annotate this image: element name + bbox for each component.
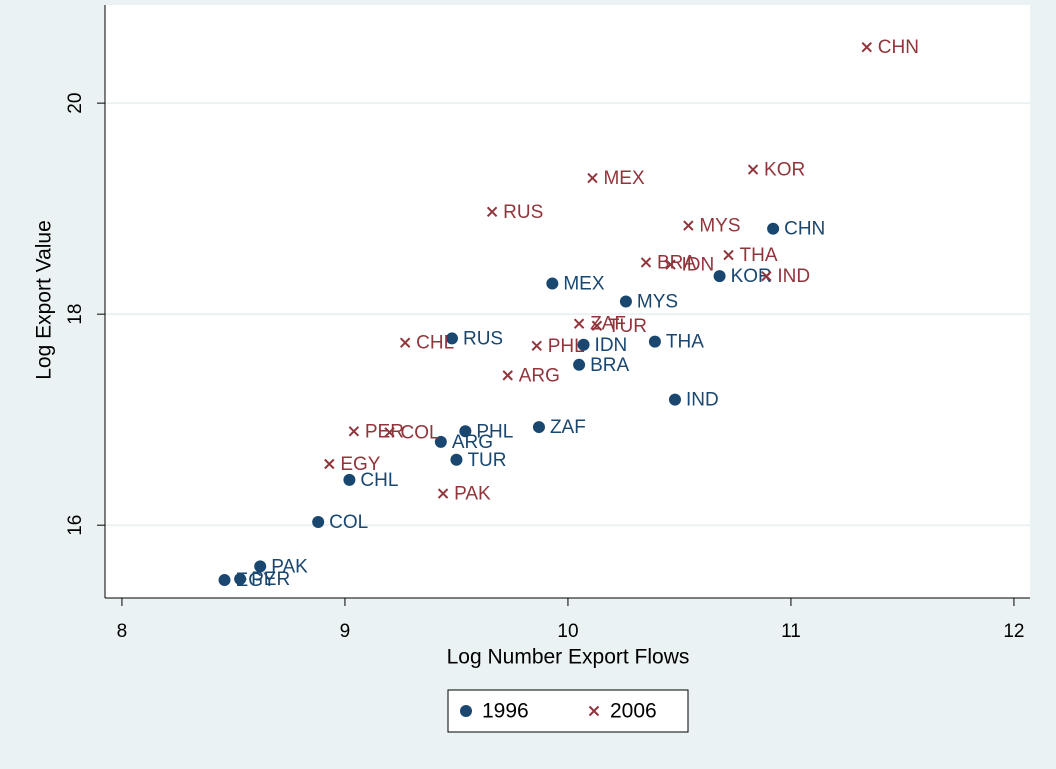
point [348,426,360,437]
point-label: KOR [731,266,772,287]
point [459,425,472,438]
point [312,516,325,529]
legend-label: 1996 [482,700,529,723]
point [648,335,661,348]
point [445,332,458,345]
point-label: PHL [548,336,585,357]
x-tick-label: 11 [781,621,801,642]
point-label: THA [740,245,778,266]
point-label: MEX [603,168,645,189]
point-label: PHL [476,421,513,442]
point-label: PER [251,569,290,590]
point [747,164,759,175]
point-label: EGY [340,454,380,475]
point [531,340,542,352]
legend-marker [460,705,472,717]
point [591,320,603,331]
point-label: ZAF [590,314,626,335]
point [532,421,545,434]
point [587,172,598,184]
x-tick-label: 8 [117,621,128,642]
legend: 1996 2006 [447,689,689,733]
point-label: RUS [503,202,543,223]
point [324,458,335,470]
legend-box [447,689,689,733]
x-tick-label: 10 [557,621,578,642]
point-label: ARG [452,432,493,453]
point [767,222,780,235]
x-tick-label: 12 [1003,621,1024,642]
point [343,473,356,486]
point-label: PAK [271,556,308,577]
y-tick-label: 16 [65,515,86,536]
point-label: COL [401,422,440,443]
point-label: MEX [563,274,605,295]
point-label: MYS [699,216,740,237]
legend-label: 2006 [610,700,657,723]
point [502,370,513,381]
point [450,453,463,466]
point [234,573,247,586]
point [434,435,447,448]
point [573,318,585,329]
point [665,259,676,270]
point [546,277,559,290]
point-label: PAK [454,484,491,505]
point-label: TUR [467,450,506,471]
point [399,337,411,348]
point-label: THA [666,332,704,353]
x-tick-label: 9 [340,621,351,642]
point [668,393,681,406]
point-label: IND [686,390,719,411]
point-label: MYS [637,292,678,313]
y-tick-label: 20 [65,93,86,114]
y-tick-label: 18 [65,304,86,325]
point [577,338,590,351]
point [640,257,652,268]
point [486,206,498,218]
point-label: PER [365,421,404,442]
point [683,220,694,231]
point [713,270,726,283]
point-label: RUS [463,328,503,349]
point-label: TUR [608,316,647,337]
point [218,574,231,587]
y-axis-title: Log Export Value [33,220,56,380]
point-label: IND [777,266,810,287]
legend-marker [588,705,600,717]
point-label: BRA [590,355,629,376]
point [761,270,772,282]
point [384,427,395,438]
point [723,249,734,261]
x-axis-title: Log Number Export Flows [447,646,690,669]
point-label: CHN [878,37,919,58]
point [861,41,872,53]
point-label: IDN [595,335,628,356]
point-label: CHN [784,219,825,240]
point-label: CHL [360,470,398,491]
point-label: ZAF [550,417,586,438]
point-label: EGY [236,570,276,591]
point [619,295,632,308]
point-label: IDN [682,255,715,276]
point-label: ARG [519,365,560,386]
plot-area [105,5,1030,598]
point-label: CHL [416,333,454,354]
point-label: KOR [764,160,805,181]
point-label: COL [329,512,368,533]
point [437,488,449,499]
point [254,560,267,573]
point [573,358,586,371]
